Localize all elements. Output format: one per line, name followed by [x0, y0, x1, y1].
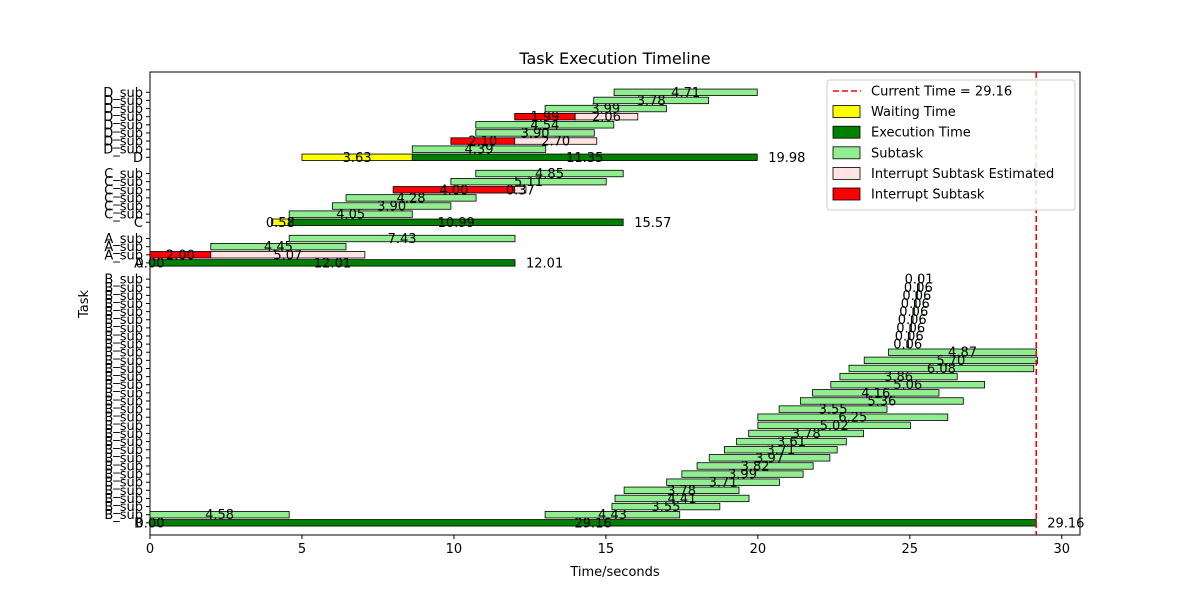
y-axis-label: Task	[77, 290, 92, 320]
bar-value-label: 4.85	[535, 167, 564, 182]
x-tick-label: 0	[146, 542, 154, 557]
x-tick-label: 10	[446, 542, 463, 557]
bar-value-label: 12.01	[314, 256, 351, 271]
bar-value-label: 3.78	[792, 427, 821, 442]
bar-value-label: 0.01	[905, 273, 934, 288]
bar-value-label: 3.63	[343, 151, 372, 166]
legend-swatch	[833, 188, 860, 200]
bar-value-label: 4.16	[861, 386, 890, 401]
bar-value-label: 3.99	[591, 102, 620, 117]
bar-value-label: 4.43	[598, 508, 627, 523]
bar-value-label: 2.10	[468, 135, 497, 150]
x-tick-label: 30	[1053, 542, 1070, 557]
legend-swatch	[833, 167, 860, 179]
bar-value-label: 1.99	[530, 110, 559, 125]
bar-value-label: 2.00	[166, 248, 195, 263]
bar-value-label: 4.45	[264, 240, 293, 255]
legend-entry-label: Waiting Time	[871, 105, 956, 120]
legend-swatch	[833, 106, 860, 118]
row-end-label: 29.16	[1047, 516, 1084, 531]
y-tick-label: B_sub	[104, 273, 143, 288]
bar-value-label: 3.78	[637, 94, 666, 109]
y-tick-label: A_sub	[104, 232, 143, 247]
x-axis-label: Time/seconds	[569, 565, 660, 580]
legend-entry-label: Interrupt Subtask	[871, 188, 985, 203]
bar-value-label: 11.35	[566, 151, 603, 166]
x-tick-label: 15	[598, 542, 615, 557]
legend-swatch	[833, 147, 860, 159]
bar-value-label: 3.78	[667, 484, 696, 499]
x-tick-label: 20	[750, 542, 767, 557]
x-tick-label: 5	[298, 542, 306, 557]
bar-value-label: 3.86	[884, 370, 913, 385]
bar-value-label: 0.58	[266, 216, 295, 231]
row-end-label: 12.01	[526, 256, 563, 271]
bar-value-label: 4.58	[205, 508, 234, 523]
row-end-label: 19.98	[768, 151, 805, 166]
bar-value-label: 7.43	[388, 232, 417, 247]
bar-value-label: 4.87	[948, 346, 977, 361]
bar-value-label: 4.71	[671, 86, 700, 101]
legend-swatch	[833, 126, 860, 138]
legend-entry-label: Current Time = 29.16	[871, 85, 1012, 100]
legend-entry-label: Interrupt Subtask Estimated	[871, 167, 1054, 182]
bar-value-label: 4.00	[439, 183, 468, 198]
bar-value-label: 3.55	[819, 403, 848, 418]
row-end-label: 15.57	[634, 216, 671, 231]
bar-value-label: 4.05	[336, 208, 365, 223]
y-tick-label: C_sub	[104, 167, 143, 182]
bar-value-label: 4.28	[397, 191, 426, 206]
legend-entry-label: Subtask	[871, 146, 924, 161]
chart-title: Task Execution Timeline	[518, 49, 710, 68]
x-tick-label: 25	[902, 542, 919, 557]
legend: Current Time = 29.16 Waiting Time Executio…	[827, 80, 1075, 210]
y-tick-label: D_sub	[103, 86, 143, 101]
bar-value-label: 10.99	[438, 216, 475, 231]
legend-entry-label: Execution Time	[871, 126, 971, 141]
